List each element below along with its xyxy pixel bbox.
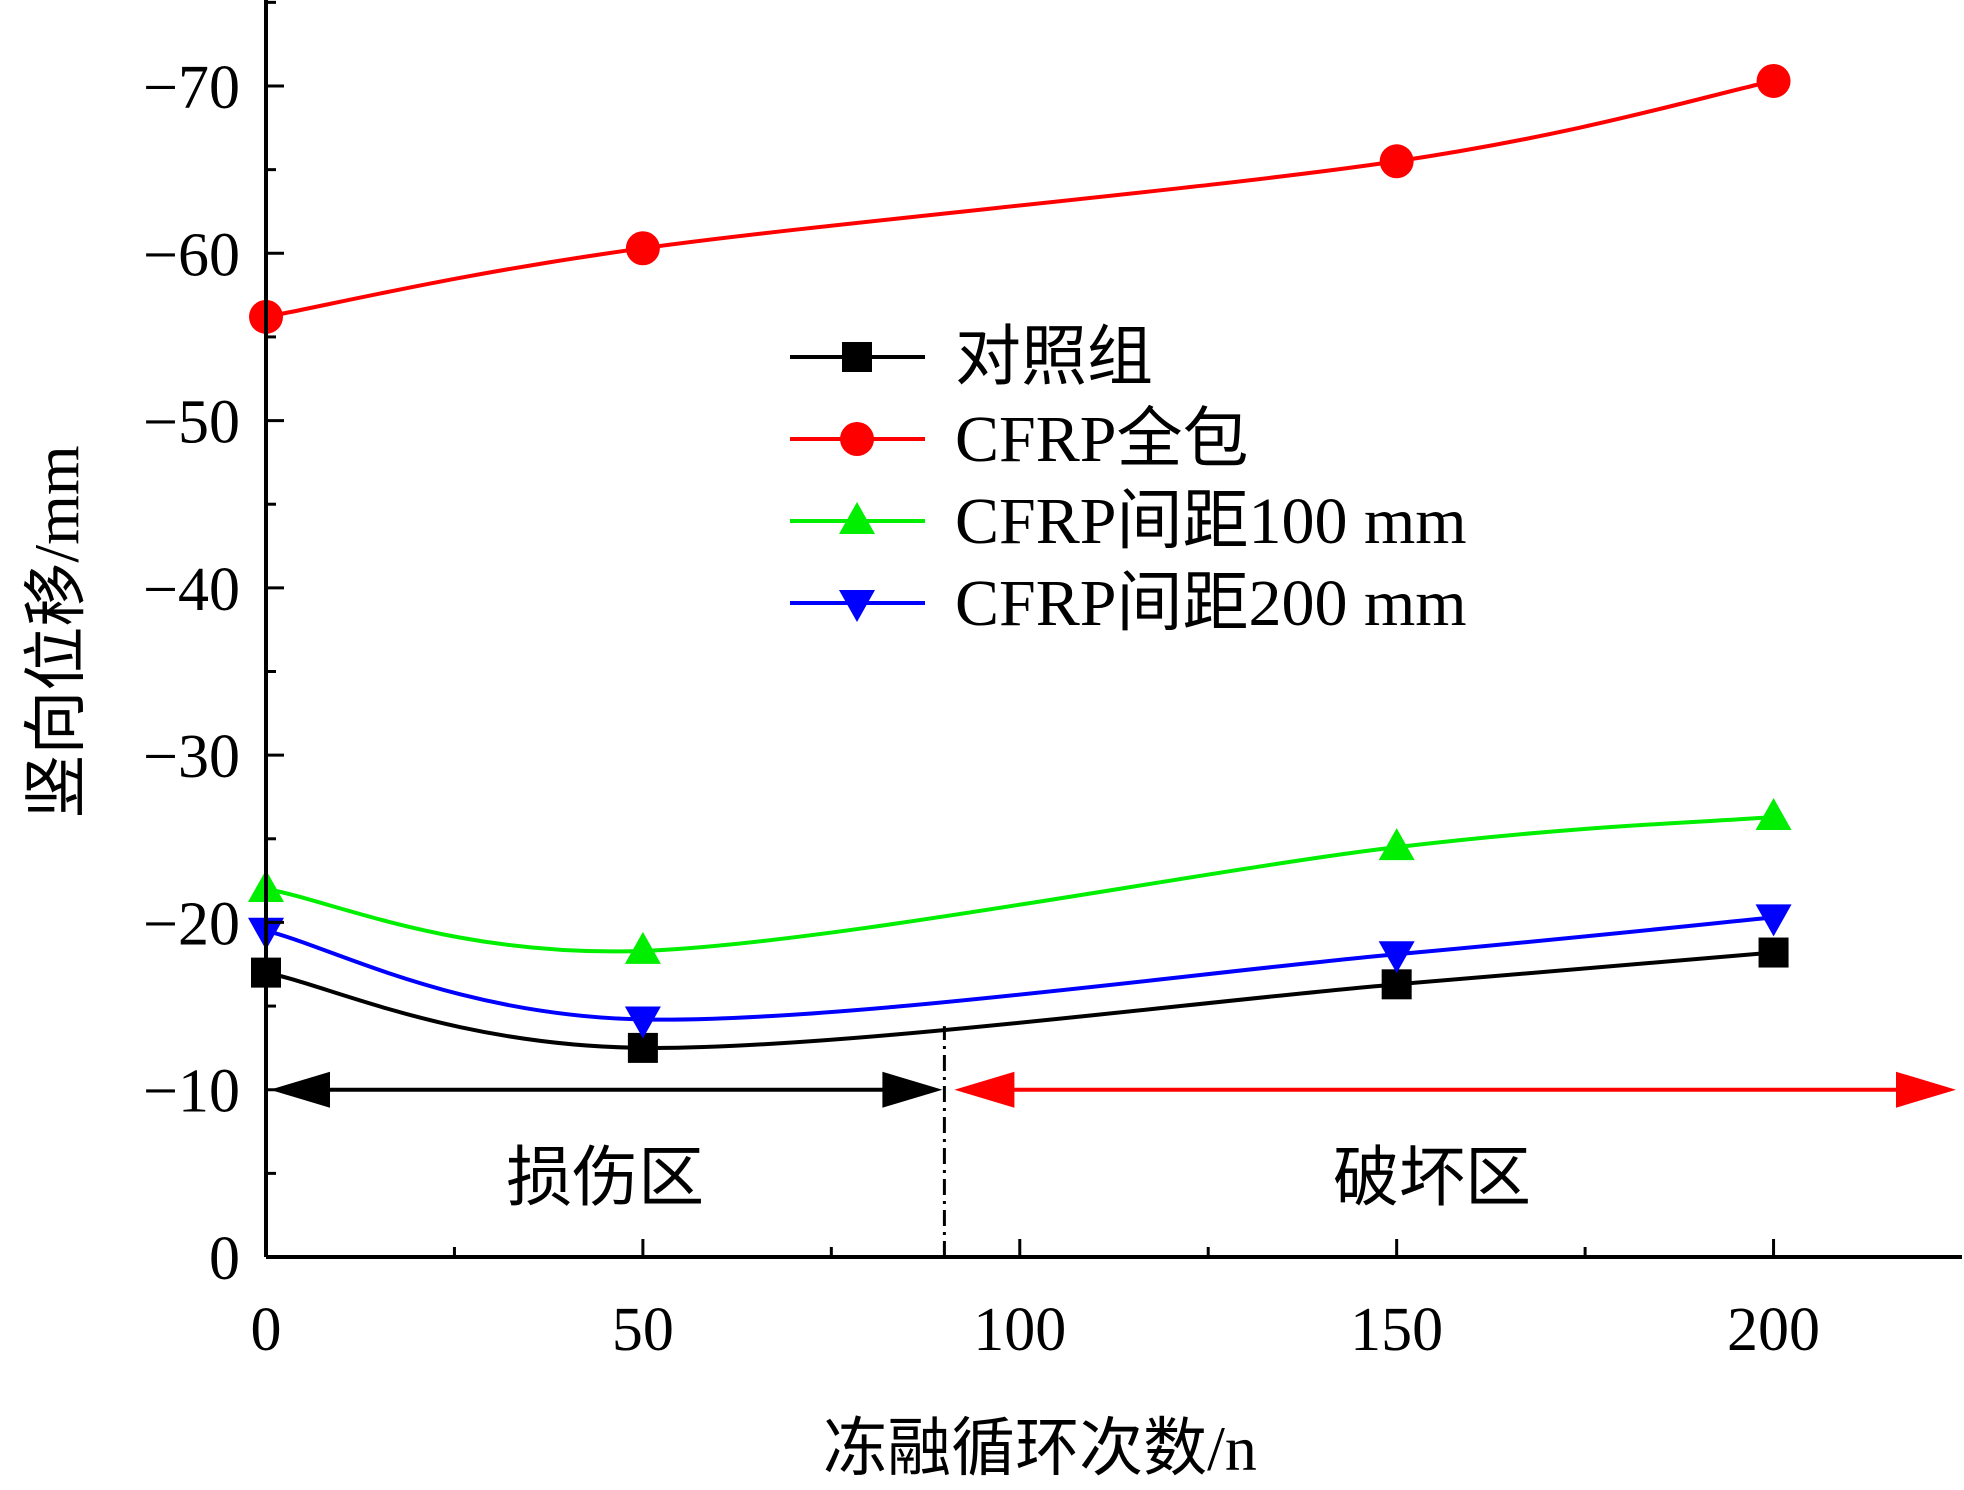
x-tick-label: 0 xyxy=(251,1296,282,1364)
data-point-triangle-up xyxy=(624,931,661,964)
y-tick-label: −70 xyxy=(143,54,240,122)
legend-marker-triangle-up xyxy=(839,502,875,534)
legend-label: CFRP间距100 mm xyxy=(955,485,1467,558)
x-tick-label: 50 xyxy=(612,1296,674,1364)
legend-label: 对照组 xyxy=(955,321,1153,394)
series-markers xyxy=(248,63,1792,1063)
legend-label: CFRP间距200 mm xyxy=(955,567,1467,640)
data-point-triangle-down xyxy=(1378,941,1415,974)
legend-marker-circle xyxy=(840,422,874,456)
x-tick-label: 200 xyxy=(1727,1296,1820,1364)
legend-marker-triangle-down xyxy=(839,590,875,622)
data-point-circle xyxy=(1379,144,1414,179)
x-tick-label: 100 xyxy=(973,1296,1066,1364)
y-tick-label: 0 xyxy=(209,1225,240,1293)
zone-arrow-head-left xyxy=(270,1071,330,1108)
series-lines xyxy=(265,79,1774,1050)
legend-marker-square xyxy=(842,342,872,372)
zone-label: 破坏区 xyxy=(1333,1142,1531,1215)
zone-label: 损伤区 xyxy=(506,1142,704,1215)
zone-arrow-head-right xyxy=(882,1071,943,1108)
axes: 0 50 100 150 200 0 −10 −20 −30 −40 −50 −60 −70 xyxy=(143,0,1962,1364)
series-line-2 xyxy=(265,815,1774,954)
y-tick-label: −20 xyxy=(143,890,240,958)
data-point-triangle-up xyxy=(1755,798,1792,831)
legend-label: CFRP全包 xyxy=(955,403,1248,476)
data-point-circle xyxy=(625,231,660,266)
y-tick-label: −30 xyxy=(143,723,240,791)
zone-arrow-head-left xyxy=(954,1071,1015,1108)
y-tick-label: −40 xyxy=(143,556,240,624)
series-line-3 xyxy=(265,915,1774,1022)
data-point-triangle-down xyxy=(1755,904,1792,937)
y-tick-label: −60 xyxy=(143,221,240,289)
y-tick-label: −10 xyxy=(143,1058,240,1126)
data-point-square xyxy=(1381,969,1412,1000)
y-axis-label: 竖向位移/mm xyxy=(21,445,92,818)
zone-arrow-head-right xyxy=(1896,1071,1956,1108)
data-point-circle xyxy=(1756,63,1791,98)
data-point-triangle-down xyxy=(624,1006,661,1039)
data-point-triangle-up xyxy=(1378,828,1415,861)
zone-annotations: 损伤区 破坏区 xyxy=(270,1026,1956,1257)
series-line-1 xyxy=(265,79,1774,319)
x-axis-label: 冻融循环次数/n xyxy=(823,1413,1257,1484)
x-tick-label: 150 xyxy=(1350,1296,1443,1364)
legend: 对照组 CFRP全包 CFRP间距100 mm CFRP间距200 mm xyxy=(790,321,1467,640)
data-point-square xyxy=(1758,937,1789,968)
series-line-0 xyxy=(265,950,1774,1050)
y-tick-label: −50 xyxy=(143,389,240,457)
